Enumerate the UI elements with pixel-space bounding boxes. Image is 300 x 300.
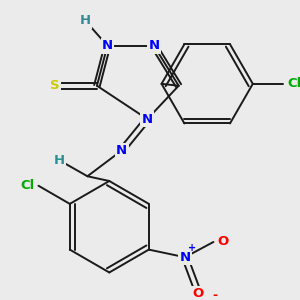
Text: N: N — [148, 39, 160, 52]
Text: -: - — [213, 289, 218, 300]
Text: H: H — [80, 14, 91, 28]
Text: O: O — [217, 236, 229, 248]
Text: N: N — [179, 251, 191, 264]
Text: Cl: Cl — [287, 77, 300, 90]
Text: N: N — [102, 39, 113, 52]
Text: S: S — [50, 79, 60, 92]
Text: N: N — [116, 144, 127, 157]
Text: O: O — [193, 287, 204, 300]
Text: Cl: Cl — [20, 179, 34, 192]
Text: H: H — [53, 154, 64, 166]
Text: +: + — [188, 243, 196, 253]
Text: N: N — [142, 112, 153, 126]
